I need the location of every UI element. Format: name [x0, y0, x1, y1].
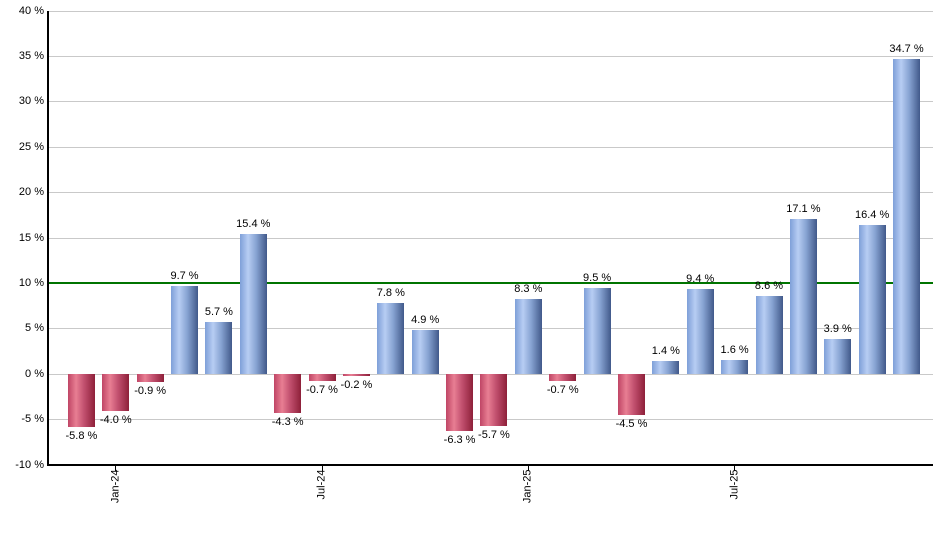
- bar-negative: [67, 374, 95, 427]
- x-axis-tick: [115, 466, 117, 471]
- bar-negative: [102, 374, 130, 411]
- bar-value-label: 7.8 %: [376, 287, 405, 300]
- bar-value-label: -4.0 %: [99, 413, 132, 426]
- bar-value-label: -0.7 %: [546, 383, 579, 396]
- bar-value-label: 16.4 %: [855, 209, 890, 222]
- bar-value-label: 8.3 %: [514, 282, 543, 295]
- x-axis-tick: [527, 466, 529, 471]
- bar-negative: [274, 374, 302, 414]
- x-axis-tick-label: Jul-24: [315, 469, 328, 500]
- bar-positive: [755, 296, 783, 375]
- y-axis-tick-label: 30 %: [18, 95, 44, 108]
- bar-value-label: 1.6 %: [720, 343, 749, 356]
- y-axis-tick-label: 0 %: [25, 367, 44, 380]
- bar-positive: [858, 225, 886, 375]
- bar-value-label: 9.7 %: [170, 270, 199, 283]
- bar-positive: [514, 298, 542, 375]
- bar-value-label: -6.3 %: [443, 434, 476, 447]
- bar-negative: [136, 374, 164, 383]
- bar-value-label: 8.6 %: [754, 280, 784, 293]
- bar-value-label: 4.9 %: [411, 313, 440, 326]
- gridline: [48, 55, 933, 57]
- y-axis-tick-label: 20 %: [18, 186, 44, 199]
- bar-value-label: 9.4 %: [686, 272, 715, 285]
- y-axis-tick-label: 10 %: [18, 276, 44, 289]
- bar-positive: [686, 288, 714, 375]
- bar-negative: [549, 374, 577, 381]
- bar-negative: [617, 374, 645, 416]
- bar-value-label: 3.9 %: [823, 322, 852, 335]
- bar-negative: [342, 374, 370, 376]
- x-axis-tick-label: Jan-25: [521, 469, 534, 504]
- y-axis-tick-label: 25 %: [18, 140, 44, 153]
- y-axis: [47, 11, 49, 465]
- bar-value-label: 5.7 %: [204, 306, 233, 319]
- bar-value-label: 1.4 %: [651, 345, 680, 358]
- gridline: [48, 146, 933, 148]
- x-axis-tick: [321, 466, 323, 471]
- bar-negative: [446, 374, 474, 432]
- bar-positive: [583, 287, 611, 375]
- x-axis-tick: [734, 466, 736, 471]
- bar-value-label: -4.3 %: [271, 416, 304, 429]
- y-axis-tick-label: 40 %: [18, 4, 44, 17]
- bar-negative: [480, 374, 508, 426]
- gridline: [48, 10, 933, 12]
- bar-positive: [377, 303, 405, 375]
- bar-positive: [824, 338, 852, 375]
- bar-value-label: 15.4 %: [236, 218, 271, 231]
- bar-value-label: -0.7 %: [306, 383, 338, 396]
- x-axis-tick-label: Jan-24: [109, 469, 122, 504]
- reference-line: [48, 282, 933, 285]
- bar-value-label: -5.8 %: [65, 429, 98, 442]
- bar-value-label: -4.5 %: [615, 418, 648, 431]
- y-axis-tick-label: 35 %: [18, 49, 44, 62]
- gridline: [48, 192, 933, 194]
- bar-positive: [411, 329, 439, 375]
- bar-positive: [171, 286, 199, 375]
- y-axis-tick-label: -10 %: [15, 458, 44, 471]
- gridline: [48, 101, 933, 103]
- bar-positive: [893, 59, 921, 375]
- bar-positive: [239, 234, 267, 375]
- bar-value-label: 9.5 %: [583, 271, 612, 284]
- y-axis-tick-label: -5 %: [21, 413, 44, 426]
- bar-value-label: -0.9 %: [134, 385, 167, 398]
- bar-positive: [721, 359, 749, 375]
- y-axis-tick-label: 5 %: [25, 322, 44, 335]
- bar-positive: [205, 322, 233, 375]
- y-axis-tick-label: 15 %: [18, 231, 44, 244]
- bar-negative: [308, 374, 336, 381]
- bar-positive: [789, 218, 817, 375]
- bar-value-label: 17.1 %: [786, 202, 821, 215]
- gridline: [48, 328, 933, 330]
- x-axis-tick-label: Jul-25: [728, 469, 741, 500]
- bar-value-label: -0.2 %: [340, 379, 373, 392]
- gridline: [48, 237, 933, 239]
- bar-value-label: 34.7 %: [889, 43, 924, 56]
- bar-value-label: -5.7 %: [478, 428, 510, 441]
- bar-positive: [652, 361, 680, 375]
- x-axis: [47, 464, 933, 466]
